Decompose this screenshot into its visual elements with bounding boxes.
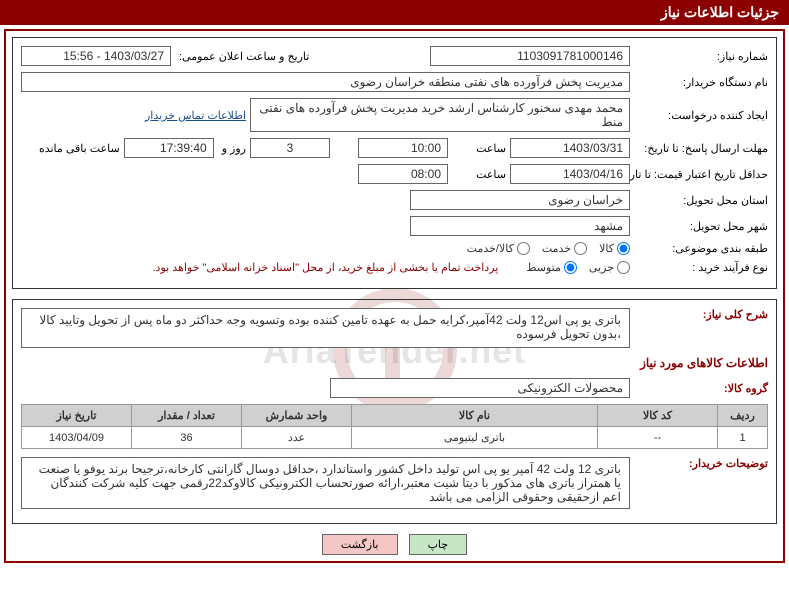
cell-name: باتری لیتیومی bbox=[352, 427, 598, 449]
delivery-city-label: شهر محل تحویل: bbox=[638, 220, 768, 233]
need-desc-value: باتری یو پی اس12 ولت 42آمپر،کرایه حمل به… bbox=[21, 308, 630, 348]
back-button[interactable]: بازگشت bbox=[322, 534, 398, 555]
buyer-contact-link[interactable]: اطلاعات تماس خریدار bbox=[145, 109, 246, 122]
th-unit: واحد شمارش bbox=[242, 405, 352, 427]
radio-both-label: کالا/خدمت bbox=[467, 242, 514, 255]
days-remaining-value: 3 bbox=[250, 138, 330, 158]
th-qty: تعداد / مقدار bbox=[132, 405, 242, 427]
purchase-type-radio-group: جزیی متوسط bbox=[526, 261, 630, 274]
price-time-value: 08:00 bbox=[358, 164, 448, 184]
need-desc-label: شرح کلی نیاز: bbox=[638, 308, 768, 321]
requester-label: ایجاد کننده درخواست: bbox=[638, 109, 768, 122]
requester-value: محمد مهدی سخنور کارشناس ارشد خرید مدیریت… bbox=[250, 98, 630, 132]
buttons-row: چاپ بازگشت bbox=[12, 534, 777, 555]
radio-partial-label: جزیی bbox=[589, 261, 614, 274]
radio-medium-label: متوسط bbox=[526, 261, 561, 274]
cell-qty: 36 bbox=[132, 427, 242, 449]
time-label-1: ساعت bbox=[456, 142, 506, 155]
buyer-org-value: مدیریت پخش فرآورده های نفتی منطقه خراسان… bbox=[21, 72, 630, 92]
cell-code: -- bbox=[598, 427, 718, 449]
purchase-type-label: نوع فرآیند خرید : bbox=[638, 261, 768, 274]
delivery-city-value: مشهد bbox=[410, 216, 630, 236]
need-no-label: شماره نیاز: bbox=[638, 50, 768, 63]
cell-row: 1 bbox=[718, 427, 768, 449]
print-button[interactable]: چاپ bbox=[409, 534, 468, 555]
delivery-province-value: خراسان رضوی bbox=[410, 190, 630, 210]
days-and-label: روز و bbox=[222, 142, 246, 155]
page-title: جزئیات اطلاعات نیاز bbox=[0, 0, 789, 25]
need-no-value: 1103091781000146 bbox=[430, 46, 630, 66]
buyer-notes-label: توضیحات خریدار: bbox=[638, 457, 768, 470]
th-date: تاریخ نیاز bbox=[22, 405, 132, 427]
radio-goods[interactable] bbox=[617, 242, 630, 255]
th-name: نام کالا bbox=[352, 405, 598, 427]
price-date-value: 1403/04/16 bbox=[510, 164, 630, 184]
th-row: ردیف bbox=[718, 405, 768, 427]
th-code: کد کالا bbox=[598, 405, 718, 427]
radio-service-label: خدمت bbox=[542, 242, 571, 255]
category-label: طبقه بندی موضوعی: bbox=[638, 242, 768, 255]
time-remaining-value: 17:39:40 bbox=[124, 138, 214, 158]
buyer-notes-value: باتری 12 ولت 42 آمپر یو پی اس تولید داخل… bbox=[21, 457, 630, 509]
radio-medium[interactable] bbox=[564, 261, 577, 274]
buyer-org-label: نام دستگاه خریدار: bbox=[638, 76, 768, 89]
cell-unit: عدد bbox=[242, 427, 352, 449]
items-section-title: اطلاعات کالاهای مورد نیاز bbox=[21, 356, 768, 370]
radio-goods-label: کالا bbox=[599, 242, 614, 255]
price-validity-label: حداقل تاریخ اعتبار قیمت: تا تاریخ: bbox=[638, 168, 768, 181]
goods-group-value: محصولات الکترونیکی bbox=[330, 378, 630, 398]
goods-group-label: گروه کالا: bbox=[638, 382, 768, 395]
delivery-province-label: استان محل تحویل: bbox=[638, 194, 768, 207]
response-time-value: 10:00 bbox=[358, 138, 448, 158]
announce-value: 1403/03/27 - 15:56 bbox=[21, 46, 171, 66]
cell-date: 1403/04/09 bbox=[22, 427, 132, 449]
category-radio-group: کالا خدمت کالا/خدمت bbox=[467, 242, 630, 255]
remaining-label: ساعت باقی مانده bbox=[39, 142, 120, 155]
response-deadline-label: مهلت ارسال پاسخ: تا تاریخ: bbox=[638, 142, 768, 155]
radio-partial[interactable] bbox=[617, 261, 630, 274]
table-row: 1 -- باتری لیتیومی عدد 36 1403/04/09 bbox=[22, 427, 768, 449]
payment-note: پرداخت تمام یا بخشی از مبلغ خرید، از محل… bbox=[153, 261, 499, 274]
response-date-value: 1403/03/31 bbox=[510, 138, 630, 158]
time-label-2: ساعت bbox=[456, 168, 506, 181]
radio-both[interactable] bbox=[517, 242, 530, 255]
radio-service[interactable] bbox=[574, 242, 587, 255]
announce-label: تاریخ و ساعت اعلان عمومی: bbox=[179, 50, 309, 63]
main-info-panel: شماره نیاز: 1103091781000146 تاریخ و ساع… bbox=[12, 37, 777, 289]
items-table: ردیف کد کالا نام کالا واحد شمارش تعداد /… bbox=[21, 404, 768, 449]
detail-panel: شرح کلی نیاز: باتری یو پی اس12 ولت 42آمپ… bbox=[12, 299, 777, 524]
